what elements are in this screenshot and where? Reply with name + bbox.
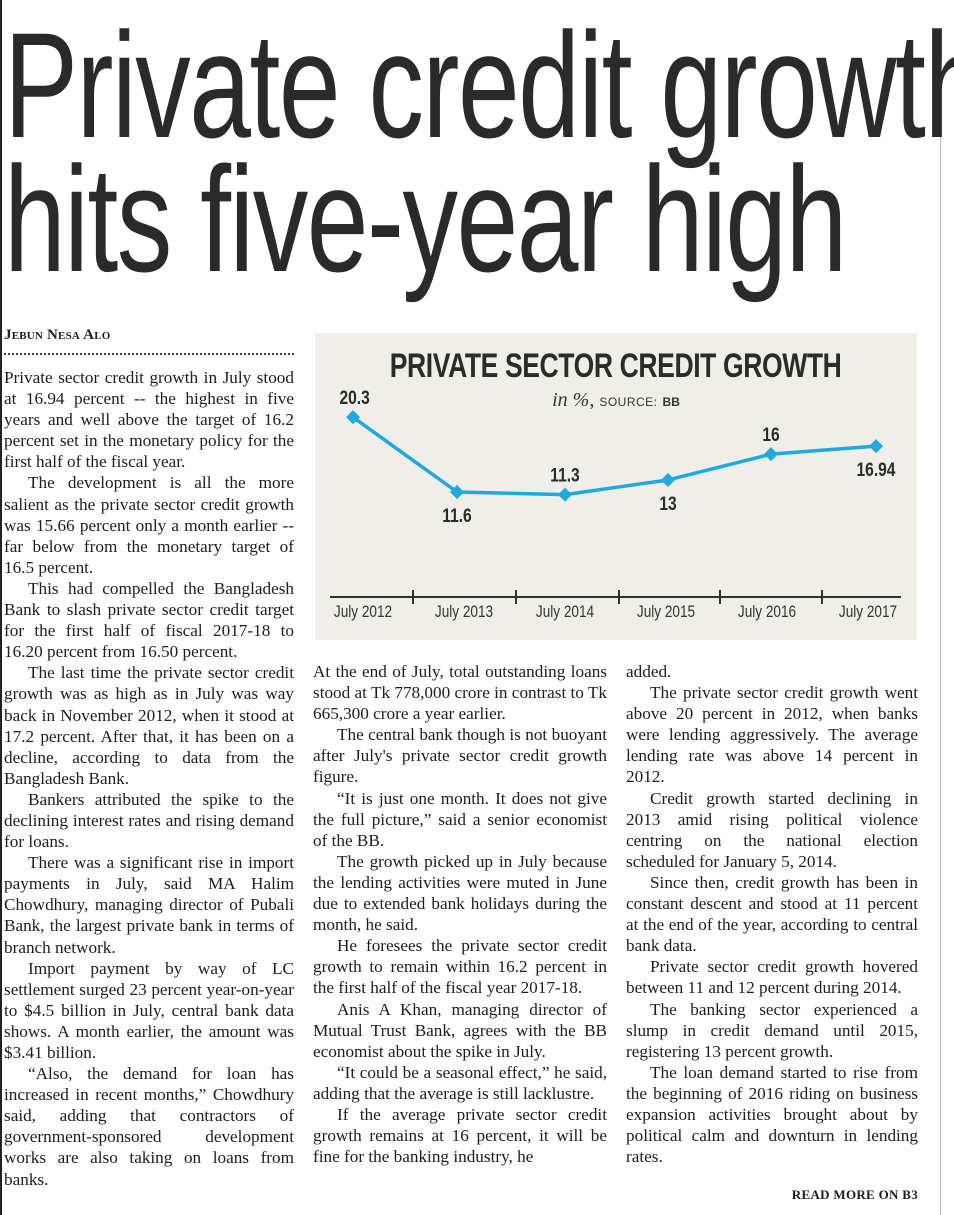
paragraph: He foresees the private sector credit gr… [313,936,607,998]
chart-source: BB [662,395,680,409]
x-tick-label: July 2013 [435,603,493,622]
paragraph: The development is all the more salient … [4,473,294,577]
data-label: 13 [659,492,677,514]
paragraph: Anis A Khan, managing director of Mutual… [313,999,607,1061]
series-line [351,415,877,497]
headline-line-2: hits five-year high [4,135,847,303]
data-label: 11.3 [550,464,580,486]
data-point-marker [558,487,572,502]
data-point-marker [450,485,464,499]
paragraph: The last time the private sector credit … [4,663,294,788]
paragraph: “It could be a seasonal effect,” he said… [313,1062,607,1103]
data-label: 16.94 [857,459,896,481]
column-rule [940,45,941,1215]
paragraph: Private sector credit growth in July sto… [4,368,294,472]
x-tick-label: July 2017 [839,603,897,622]
read-more-link[interactable]: READ MORE ON B3 [791,1187,918,1202]
paragraph: “It is just one month. It does not give … [313,788,607,850]
x-tick-label: July 2015 [637,603,695,622]
paragraph: Private sector credit growth hovered bet… [626,957,918,998]
article-column-3: added. The private sector credit growth w… [626,661,918,1167]
chart-subtitle: in %, SOURCE: BB [315,389,917,412]
dotted-divider [4,353,294,355]
chart-unit: in %, [552,389,595,411]
paragraph: The private sector credit growth went ab… [626,683,918,787]
headline: Private credit growth hits five-year hig… [4,1,954,303]
chart-title: PRIVATE SECTOR CREDIT GROWTH [390,347,842,385]
data-point-marker [346,410,360,425]
chart-plot: July 2012 July 2013 July 2014 July 2015 July… [330,387,901,622]
article-column-1: Private sector credit growth in July sto… [4,367,294,1190]
paragraph: Credit growth started declining in 2013 … [626,788,918,871]
paragraph: This had compelled the Bangladesh Bank t… [4,578,294,662]
byline: Jebun Nesa Alo [4,327,111,343]
paragraph: added. [626,662,672,681]
paragraph: The central bank though is not buoyant a… [313,725,607,787]
data-label: 16 [762,424,780,446]
data-label: 20.3 [339,387,370,409]
paragraph: There was a significant rise in import p… [4,853,294,957]
paragraph: If the average private sector credit gro… [313,1104,607,1167]
x-tick-label: July 2012 [334,603,392,622]
data-label: 11.6 [442,505,472,527]
chart-title-wrap: PRIVATE SECTOR CREDIT GROWTH [315,347,917,386]
article-column-2: At the end of July, total outstanding lo… [313,661,607,1167]
x-tick-label: July 2014 [536,603,595,622]
paragraph: The banking sector experienced a slump i… [626,999,918,1061]
paragraph: Since then, credit growth has been in co… [626,872,918,956]
paragraph: Import payment by way of LC settlement s… [4,958,294,1062]
chart-source-label: SOURCE: [599,395,658,409]
data-point-marker [764,447,778,462]
data-point-marker [869,439,883,454]
x-tick-label: July 2016 [738,603,796,622]
paragraph: Bankers attributed the spike to the decl… [4,789,294,852]
credit-growth-chart: July 2012 July 2013 July 2014 July 2015 July… [315,333,917,640]
page-left-border [0,0,2,1215]
paragraph: The loan demand started to rise from the… [626,1062,918,1167]
headline-line-1: Private credit growth [4,1,954,169]
paragraph: “Also, the demand for loan has increased… [4,1064,294,1189]
data-point-marker [661,472,675,487]
paragraph: At the end of July, total outstanding lo… [313,662,607,724]
paragraph: The growth picked up in July because the… [313,851,607,935]
